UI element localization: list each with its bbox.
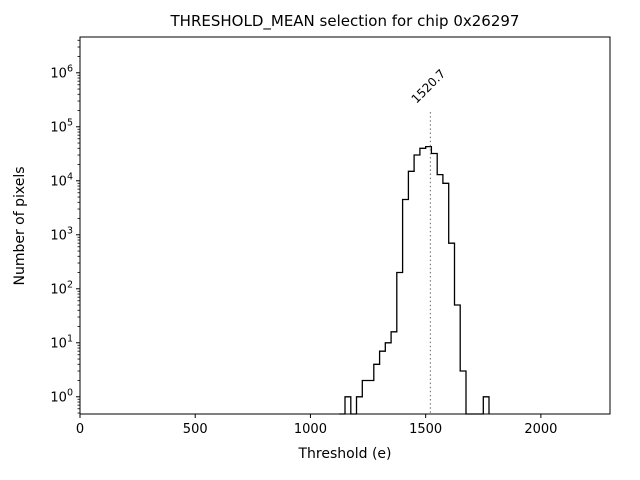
x-tick-label: 1500 <box>409 422 442 437</box>
threshold-annotation: 1520.7 <box>409 67 449 107</box>
y-tick-label: 103 <box>50 225 73 243</box>
y-axis-label: Number of pixels <box>12 166 28 285</box>
y-tick-label: 104 <box>50 171 73 189</box>
y-tick-label: 101 <box>50 333 73 351</box>
x-tick-label: 500 <box>183 422 208 437</box>
plot-title: THRESHOLD_MEAN selection for chip 0x2629… <box>170 12 520 31</box>
axes-frame <box>79 36 611 415</box>
x-tick-label: 1000 <box>294 422 327 437</box>
y-tick-label: 105 <box>50 117 73 135</box>
y-tick-label: 102 <box>50 279 73 297</box>
histogram-line <box>339 145 490 415</box>
y-tick-label: 106 <box>50 63 73 81</box>
x-tick-label: 2000 <box>524 422 557 437</box>
x-axis-label: Threshold (e) <box>298 446 392 462</box>
x-tick-label: 0 <box>76 422 84 437</box>
y-tick-label: 100 <box>50 387 73 405</box>
plot-area: 0 500 1000 1500 2000 100 101 102 103 104 105 106 <box>50 36 611 437</box>
